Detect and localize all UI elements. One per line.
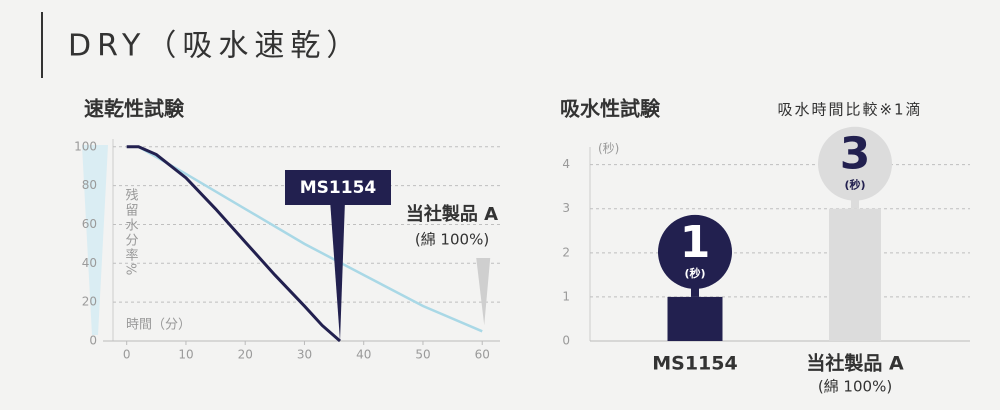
y-tick-label: 100 xyxy=(74,139,97,153)
bar xyxy=(667,296,723,341)
gradient-wedge xyxy=(82,145,108,335)
y-tick-label: 4 xyxy=(562,157,570,171)
callout-pointer xyxy=(330,200,346,341)
callout-box xyxy=(285,170,391,205)
chart-title: 吸水性試験 xyxy=(560,97,661,121)
y-tick-label: 3 xyxy=(562,201,570,215)
value-label: 3 xyxy=(840,129,871,180)
data-line xyxy=(126,145,342,343)
x-tick-label: 当社製品 A xyxy=(806,352,904,375)
y-tick-label: 40 xyxy=(82,256,97,270)
y-tick-label: 1 xyxy=(562,289,570,303)
y-tick-label: 0 xyxy=(89,334,97,348)
y-tick-label: 60 xyxy=(82,217,97,231)
y-tick-label: 2 xyxy=(562,245,570,259)
y-tick-label: 0 xyxy=(562,334,570,348)
x-tick-label: 60 xyxy=(475,348,490,362)
chart-subtitle: 吸水時間比較※1滴 xyxy=(777,101,922,119)
value-unit: (秒) xyxy=(684,266,705,280)
y-axis-label: 残留水分率% xyxy=(123,188,139,277)
x-tick-label: 20 xyxy=(238,348,253,362)
value-badge xyxy=(658,214,732,289)
chart-title: 速乾性試験 xyxy=(84,97,185,121)
y-tick-label: 20 xyxy=(82,295,97,309)
x-tick-label: 0 xyxy=(123,348,131,362)
x-tick-label: 40 xyxy=(356,348,371,362)
x-axis-label: 時間（分） xyxy=(126,318,191,333)
callout-pointer xyxy=(476,258,491,326)
value-unit: (秒) xyxy=(844,178,865,192)
category-note: (綿 100%) xyxy=(818,378,892,396)
legend-label: MS1154 xyxy=(300,178,377,198)
value-badge xyxy=(818,126,892,201)
x-tick-label: 50 xyxy=(415,348,430,362)
legend-note: (綿 100%) xyxy=(415,231,489,249)
page-title: DRY（吸水速乾） xyxy=(68,29,362,64)
legend-label: 当社製品 A xyxy=(406,203,498,225)
bar xyxy=(829,208,881,341)
y-unit: (秒) xyxy=(598,142,619,156)
value-label: 1 xyxy=(680,217,711,268)
y-tick-label: 80 xyxy=(82,178,97,192)
x-tick-label: MS1154 xyxy=(652,353,737,375)
x-tick-label: 30 xyxy=(297,348,312,362)
x-tick-label: 10 xyxy=(178,348,193,362)
